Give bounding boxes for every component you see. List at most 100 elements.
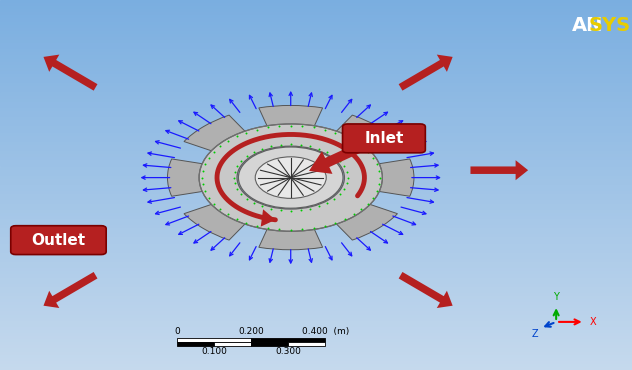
Text: 0: 0 <box>174 327 180 336</box>
Bar <box>0 317 632 321</box>
FancyBboxPatch shape <box>343 124 425 153</box>
Bar <box>0 302 632 305</box>
Bar <box>0 204 632 206</box>
Bar <box>0 46 632 49</box>
Bar <box>0 210 632 213</box>
Bar <box>0 250 632 253</box>
Bar <box>0 336 632 339</box>
Wedge shape <box>334 115 398 152</box>
Bar <box>0 271 632 275</box>
Bar <box>0 21 632 25</box>
Bar <box>0 102 632 105</box>
Bar <box>0 28 632 31</box>
Wedge shape <box>184 203 247 240</box>
Bar <box>0 114 632 117</box>
Bar <box>0 148 632 151</box>
FancyBboxPatch shape <box>11 226 106 255</box>
Bar <box>0 37 632 40</box>
Bar <box>0 361 632 364</box>
Bar <box>0 234 632 238</box>
Bar <box>0 265 632 268</box>
Bar <box>0 12 632 16</box>
Wedge shape <box>199 124 382 231</box>
Bar <box>0 105 632 108</box>
Bar <box>0 111 632 114</box>
Bar <box>0 132 632 136</box>
Bar <box>0 262 632 265</box>
Bar <box>0 16 632 18</box>
Bar <box>0 219 632 222</box>
Bar <box>0 287 632 290</box>
Bar <box>0 136 632 139</box>
Bar <box>0 0 632 3</box>
Wedge shape <box>259 105 322 128</box>
Bar <box>0 213 632 216</box>
Text: Y: Y <box>553 292 559 302</box>
Bar <box>0 49 632 53</box>
Bar <box>214 342 251 346</box>
Bar <box>251 338 325 342</box>
Bar <box>0 6 632 9</box>
Bar <box>0 18 632 21</box>
Bar <box>0 151 632 154</box>
Text: Z: Z <box>532 329 538 339</box>
Wedge shape <box>375 159 414 196</box>
Bar <box>0 173 632 176</box>
Text: 0.200: 0.200 <box>238 327 264 336</box>
Bar <box>0 352 632 354</box>
Bar <box>0 290 632 293</box>
Bar <box>0 327 632 330</box>
Bar <box>0 95 632 99</box>
Bar <box>0 259 632 262</box>
Bar <box>0 305 632 308</box>
Bar <box>0 139 632 142</box>
Wedge shape <box>184 115 247 152</box>
Bar <box>0 354 632 358</box>
Bar <box>0 83 632 86</box>
Bar <box>0 3 632 6</box>
Bar <box>0 349 632 351</box>
Bar <box>0 185 632 188</box>
Bar <box>0 240 632 243</box>
Bar <box>0 99 632 102</box>
Bar <box>0 62 632 65</box>
Bar <box>0 58 632 62</box>
Bar <box>0 130 632 132</box>
Text: AN: AN <box>572 16 604 34</box>
Bar <box>0 9 632 12</box>
Bar <box>0 321 632 324</box>
Wedge shape <box>334 203 398 240</box>
Wedge shape <box>167 159 207 196</box>
Bar <box>0 314 632 317</box>
Bar <box>0 166 632 169</box>
Bar <box>177 338 251 342</box>
Text: 0.100: 0.100 <box>201 347 227 356</box>
Bar <box>0 197 632 201</box>
Bar <box>0 330 632 333</box>
Bar <box>0 339 632 342</box>
Bar <box>0 324 632 327</box>
Bar <box>0 56 632 58</box>
Bar <box>251 342 288 346</box>
Bar <box>0 74 632 77</box>
Bar <box>0 268 632 271</box>
Bar <box>0 176 632 179</box>
Bar <box>0 194 632 197</box>
Circle shape <box>238 147 343 208</box>
Bar <box>0 206 632 210</box>
Bar <box>0 228 632 231</box>
Bar <box>0 222 632 225</box>
Bar <box>0 299 632 302</box>
Bar <box>0 43 632 46</box>
Bar <box>0 71 632 74</box>
Bar <box>0 108 632 111</box>
Bar <box>0 333 632 336</box>
Bar <box>0 296 632 299</box>
Bar <box>0 284 632 287</box>
Bar <box>0 225 632 228</box>
Bar <box>0 169 632 173</box>
Text: 0.400  (m): 0.400 (m) <box>302 327 349 336</box>
Bar <box>0 53 632 55</box>
Bar <box>0 231 632 234</box>
Bar <box>0 142 632 145</box>
